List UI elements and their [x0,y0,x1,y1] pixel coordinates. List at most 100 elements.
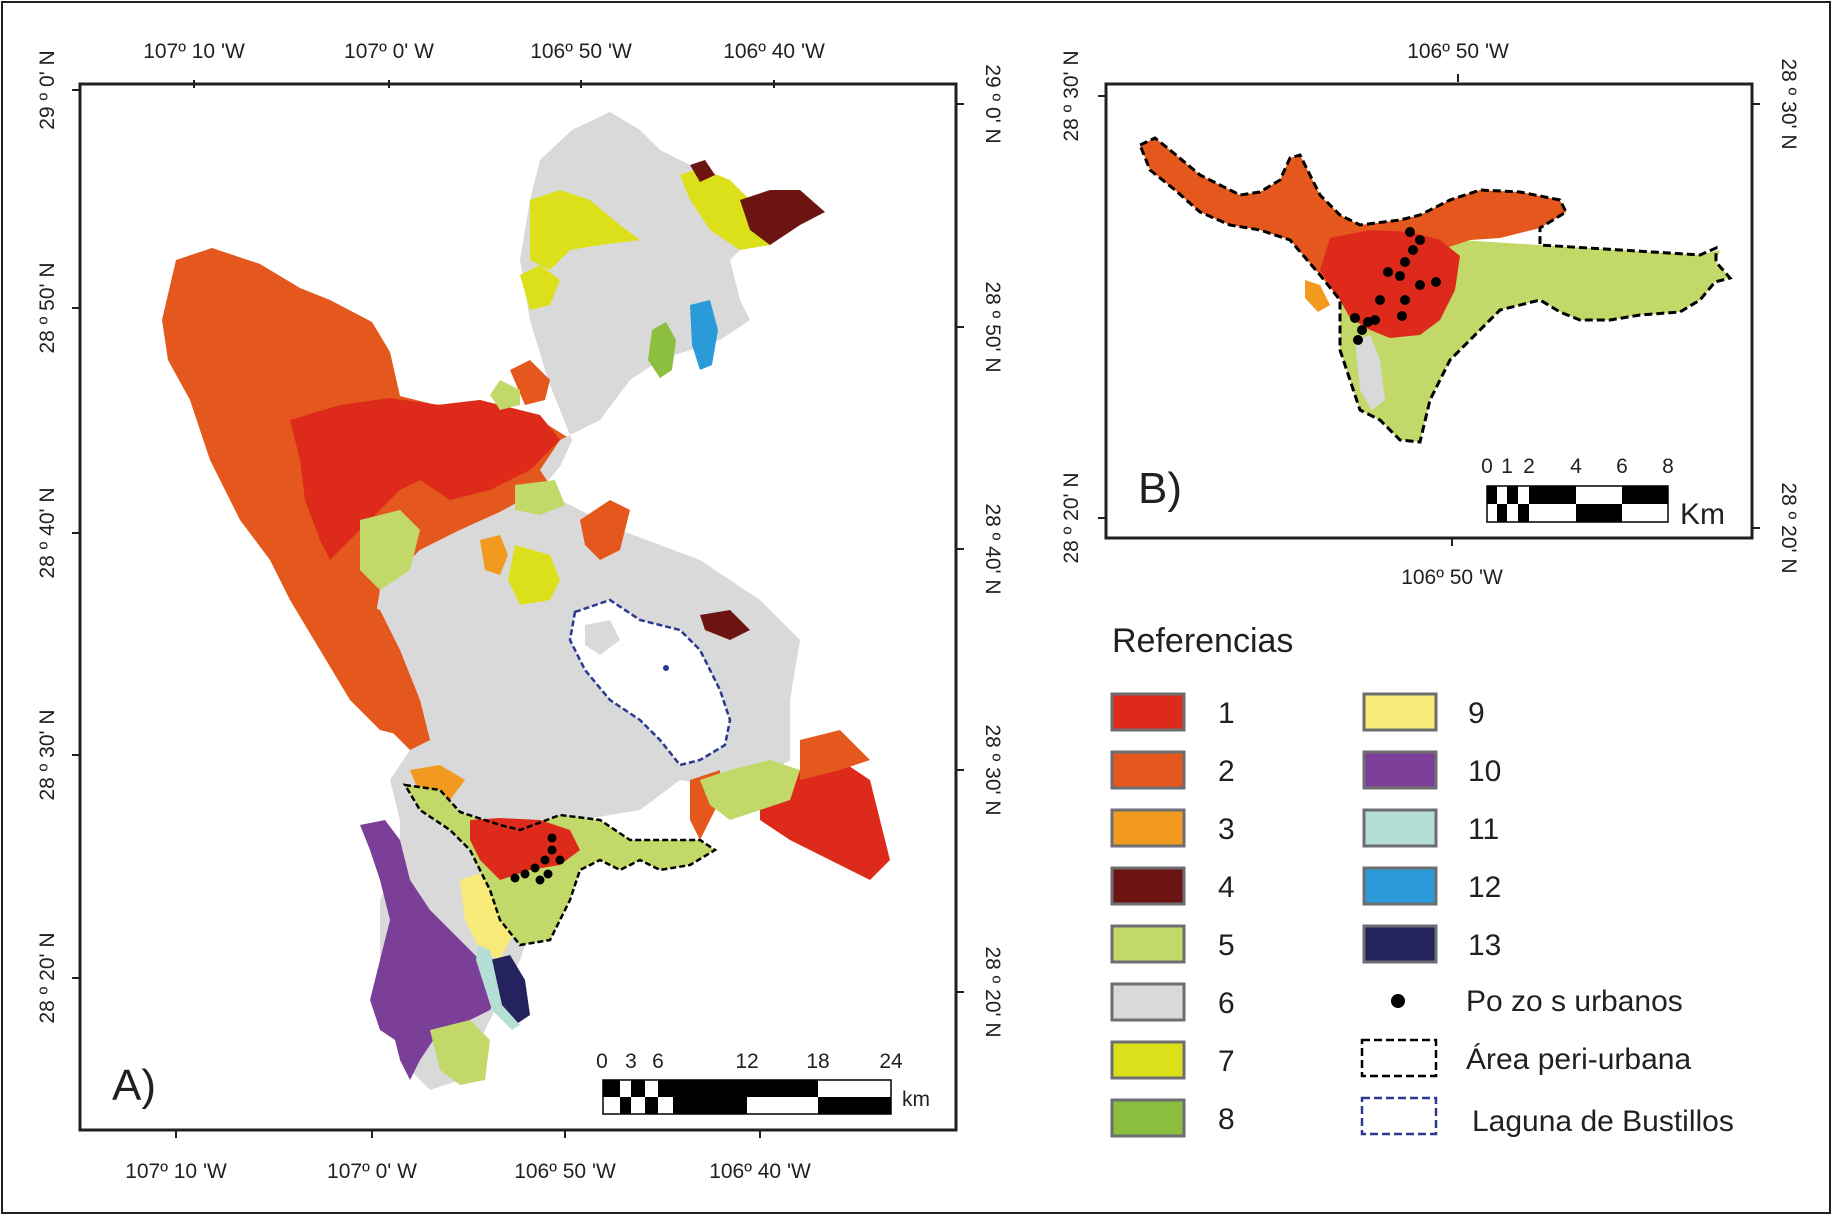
right-lat-label: 28 º 30' N [981,724,1004,815]
map-unit-5-a [360,510,420,590]
map-unit-7-a [508,545,560,605]
scale-unit: km [902,1088,930,1111]
map-unit-2-blob2 [510,360,550,405]
legend-item-label: 13 [1468,929,1501,962]
left-lat-label: 29 º 0' N [36,50,59,129]
bottom-lon-label: 107º 0' W [327,1160,417,1183]
scale-tick: 4 [1570,455,1582,478]
legend-swatch-8 [1110,1098,1186,1138]
right-lat-label: 28 º 20' N [981,946,1004,1037]
top-lon-label: 106º 50 'W [1407,40,1509,63]
right-lat-label: 28 º 20' N [1777,482,1800,573]
map-unit-3-a [480,535,508,575]
legend-swatch-7 [1110,1040,1186,1080]
legend-item-label: 5 [1218,929,1235,962]
panel-b-unit-6 [1355,335,1385,410]
panel-a-map: 107º 10 'W 107º 0' W 106º 50 'W 106º 40 … [36,40,1004,1183]
panel-b-frame [1104,82,1754,540]
map-unit-2-east [800,730,870,780]
legend-swatch-2 [1110,750,1186,790]
scale-tick: 3 [625,1050,637,1073]
legend-swatch-9 [1362,692,1438,732]
panel-b-unit-3 [1305,280,1330,312]
legend-symbol-label: Laguna de Bustillos [1472,1105,1734,1138]
map-unit-5-c [515,480,565,515]
legend-swatch-1 [1110,692,1186,732]
legend-item-label: 1 [1218,697,1235,730]
legend-item-label: 2 [1218,755,1235,788]
laguna-dot [663,665,669,671]
right-lat-label: 29 º 0' N [981,64,1004,143]
scale-tick: 1 [1501,455,1513,478]
blue-dashed-box-icon [1360,1096,1438,1136]
legend-item-label: 4 [1218,871,1235,904]
panel-a-left-coords: 29 º 0' N 28 º 50' N 28 º 40' N 28 º 30'… [36,50,59,1023]
legend-item-label: 12 [1468,871,1501,904]
map-unit-13 [490,955,530,1025]
panel-a-frame [78,82,958,1132]
panel-a-top-coords: 107º 10 'W 107º 0' W 106º 50 'W 106º 40 … [143,40,825,63]
panel-a-right-coords: 29 º 0' N 28 º 50' N 28 º 40' N 28 º 30'… [981,64,1004,1037]
scale-tick: 6 [652,1050,664,1073]
panel-b-periurban-outline [1138,136,1733,444]
legend-item-label: 6 [1218,987,1235,1020]
panel-a-periurban-outline [402,783,718,947]
map-unit-7-d [520,265,560,310]
left-lat-label: 28 º 20' N [1060,472,1083,563]
map-unit-7-c [680,168,770,250]
scale-tick: 0 [596,1050,608,1073]
left-lat-label: 28 º 50' N [36,262,59,353]
panel-a-wells [510,833,565,885]
legend-swatch-11 [1362,808,1438,848]
panel-b-wells [1350,227,1441,345]
legend-swatch-12 [1362,866,1438,906]
top-lon-label: 106º 40 'W [723,40,825,63]
map-unit-5-south [430,1020,490,1085]
scale-tick: 24 [879,1050,903,1073]
map-unit-4-b [690,160,715,182]
map-unit-12 [690,300,718,370]
legend-title: Referencias [1112,622,1293,660]
scale-tick: 18 [806,1050,829,1073]
legend-item-label: 10 [1468,755,1501,788]
map-unit-2-blob [580,500,630,560]
left-lat-label: 28 º 40' N [36,487,59,578]
laguna-de-bustillos-outline [568,598,732,767]
panel-b-scale-bar: 0 1 2 4 6 8 Km [1481,455,1725,531]
bottom-lon-label: 106º 40 'W [709,1160,811,1183]
scale-unit: Km [1680,498,1725,531]
map-unit-2-band [352,600,430,750]
left-lat-label: 28 º 30' N [36,709,59,800]
top-lon-label: 107º 0' W [344,40,434,63]
legend-item-label: 11 [1468,813,1499,846]
black-dashed-box-icon [1360,1038,1438,1078]
legend-swatch-6 [1110,982,1186,1022]
map-unit-10 [360,820,500,1080]
panel-a-units [162,112,890,1090]
legend-swatch-13 [1362,924,1438,964]
map-unit-7-b [530,190,640,270]
scale-tick: 6 [1616,455,1628,478]
left-lat-label: 28 º 20' N [36,932,59,1023]
right-lat-label: 28 º 50' N [981,281,1004,372]
scale-tick: 2 [1523,455,1535,478]
map-unit-11 [476,945,520,1030]
legend-swatch-10 [1362,750,1438,790]
top-lon-label: 107º 10 'W [143,40,245,63]
map-unit-5-d [700,760,800,820]
legend-swatch-4 [1110,866,1186,906]
right-lat-label: 28 º 30' N [1777,58,1800,149]
legend-symbol-label: Área peri-urbana [1466,1043,1691,1076]
left-lat-label: 28 º 30' N [1060,50,1083,141]
panel-a-scale-bar: 0 3 6 12 18 24 km [596,1050,930,1115]
panel-b-label: B) [1138,464,1182,513]
right-lat-label: 28 º 40' N [981,503,1004,594]
bottom-lon-label: 106º 50 'W [1401,566,1503,589]
well-dot-icon [1391,994,1405,1008]
panel-a-periurban-red [470,818,580,880]
legend-item-label: 8 [1218,1103,1235,1136]
